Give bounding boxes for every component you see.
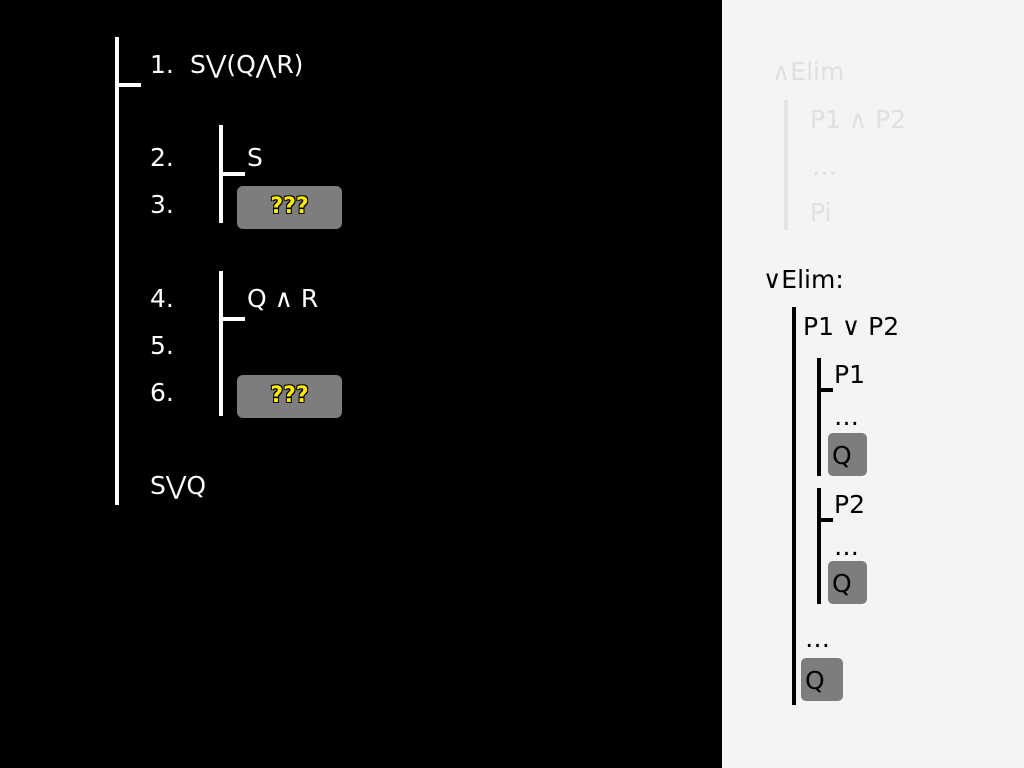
proof-line-6-placeholder[interactable]: ??? bbox=[237, 375, 342, 418]
or-elim-main-bar bbox=[792, 307, 796, 705]
proof-line-3-placeholder[interactable]: ??? bbox=[237, 186, 342, 229]
proof-line-5-number: 5. bbox=[150, 331, 174, 360]
or-elim-case-1-dots: … bbox=[834, 402, 859, 431]
or-elim-dots: … bbox=[805, 624, 830, 653]
proof-line-1-number: 1. bbox=[150, 50, 174, 79]
or-elim-case-1-bar bbox=[817, 358, 821, 476]
proof-panel: 1. S⋁(Q⋀R) 2. S 3. ??? 4. Q ∧ R 5. 6. ??… bbox=[115, 37, 342, 505]
or-elim-result-text: Q bbox=[805, 666, 825, 695]
rules-panel: ∧Elim P1 ∧ P2 … Pi ∨Elim: P1 ∨ P2 P1 … Q… bbox=[722, 0, 1024, 768]
or-elim-premise: P1 ∨ P2 bbox=[803, 312, 900, 341]
and-elim-result: Pi bbox=[810, 198, 832, 227]
or-elim-case-1-assumption: P1 bbox=[834, 360, 865, 389]
and-elim-dots: … bbox=[812, 152, 837, 181]
or-elim-title: ∨Elim: bbox=[763, 265, 844, 294]
or-elim-case-1-result-text: Q bbox=[832, 441, 852, 470]
or-elim-case-1-result: Q bbox=[828, 433, 867, 476]
main-proof-bar bbox=[115, 37, 119, 505]
proof-line-4-formula: Q ∧ R bbox=[247, 284, 319, 313]
or-elim-case-2-assumption: P2 bbox=[834, 490, 865, 519]
proof-conclusion: S⋁Q bbox=[150, 471, 207, 500]
subproof-2-bar bbox=[219, 271, 223, 416]
proof-line-2-formula: S bbox=[247, 143, 263, 172]
proof-line-2-number: 2. bbox=[150, 143, 174, 172]
or-elim-case-1-divider bbox=[817, 388, 833, 392]
or-elim-case-2-result-text: Q bbox=[832, 569, 852, 598]
proof-line-4-number: 4. bbox=[150, 284, 174, 313]
subproof-1-divider bbox=[219, 172, 245, 176]
or-elim-case-2-dots: … bbox=[834, 532, 859, 561]
or-elim-case-2-bar bbox=[817, 488, 821, 604]
and-elim-title: ∧Elim bbox=[772, 57, 845, 86]
or-elim-case-2-result: Q bbox=[828, 561, 867, 604]
and-elim-bar bbox=[784, 100, 788, 230]
and-elim-premise: P1 ∧ P2 bbox=[810, 105, 907, 134]
proof-line-1-formula: S⋁(Q⋀R) bbox=[190, 50, 304, 79]
main-premise-divider bbox=[115, 83, 141, 87]
or-elim-result: Q bbox=[801, 658, 843, 701]
subproof-2-divider bbox=[219, 317, 245, 321]
proof-line-3-number: 3. bbox=[150, 190, 174, 219]
or-elim-case-2-divider bbox=[817, 518, 833, 522]
proof-line-6-number: 6. bbox=[150, 378, 174, 407]
